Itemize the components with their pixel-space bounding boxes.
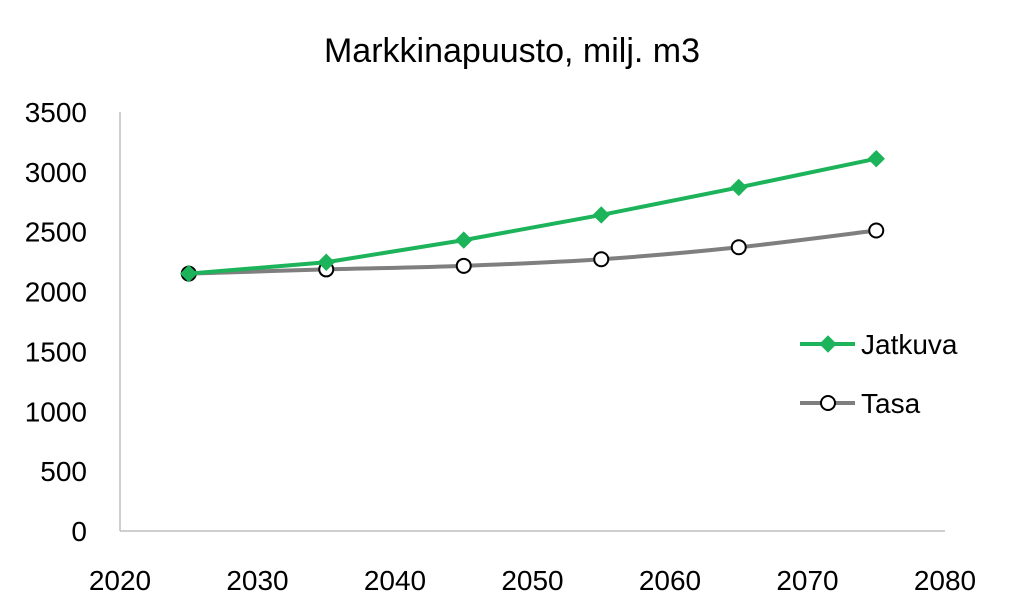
data-point-jatkuva [730, 178, 748, 197]
x-tick-label: 2040 [364, 565, 426, 596]
y-tick-label: 1500 [25, 336, 87, 367]
series-line-tasa [188, 228, 877, 276]
legend-item-jatkuva: Jatkuva [800, 329, 958, 360]
data-point-jatkuva [592, 206, 610, 224]
y-tick-label: 3500 [25, 97, 87, 128]
y-tick-label: 1000 [25, 396, 87, 427]
series-layer [180, 149, 885, 283]
x-tick-label: 2030 [226, 565, 288, 596]
y-tick-label: 2500 [25, 217, 87, 248]
x-tick-label: 2070 [776, 565, 838, 596]
legend: Jatkuva Tasa [800, 329, 958, 419]
y-tick-labels: 0 500 1000 1500 2000 2500 3000 3500 [25, 97, 87, 547]
data-point-tasa [730, 239, 747, 256]
chart-title: Markkinapuusto, milj. m3 [324, 32, 700, 70]
x-tick-labels: 2020 2030 2040 2050 2060 2070 2080 [89, 565, 976, 596]
data-point-jatkuva [455, 231, 473, 249]
legend-item-tasa: Tasa [800, 388, 921, 419]
series-jatkuva [180, 149, 885, 283]
series-line-jatkuva [188, 156, 877, 276]
y-tick-label: 0 [71, 516, 87, 547]
x-tick-label: 2020 [89, 565, 151, 596]
legend-marker [820, 395, 836, 411]
x-tick-label: 2060 [639, 565, 701, 596]
x-tick-label: 2050 [501, 565, 563, 596]
legend-marker [819, 335, 837, 353]
y-tick-label: 500 [40, 456, 87, 487]
series-tasa [180, 222, 885, 282]
data-point-jatkuva [867, 149, 885, 168]
x-tick-label: 2080 [914, 565, 976, 596]
y-tick-label: 3000 [25, 157, 87, 188]
y-tick-label: 2000 [25, 277, 87, 308]
legend-label: Tasa [861, 388, 921, 419]
data-point-tasa [455, 257, 472, 274]
data-point-jatkuva [317, 253, 335, 271]
data-point-tasa [593, 251, 610, 268]
data-point-tasa [868, 222, 885, 239]
legend-label: Jatkuva [861, 329, 958, 360]
data-point-jatkuva [180, 264, 198, 283]
